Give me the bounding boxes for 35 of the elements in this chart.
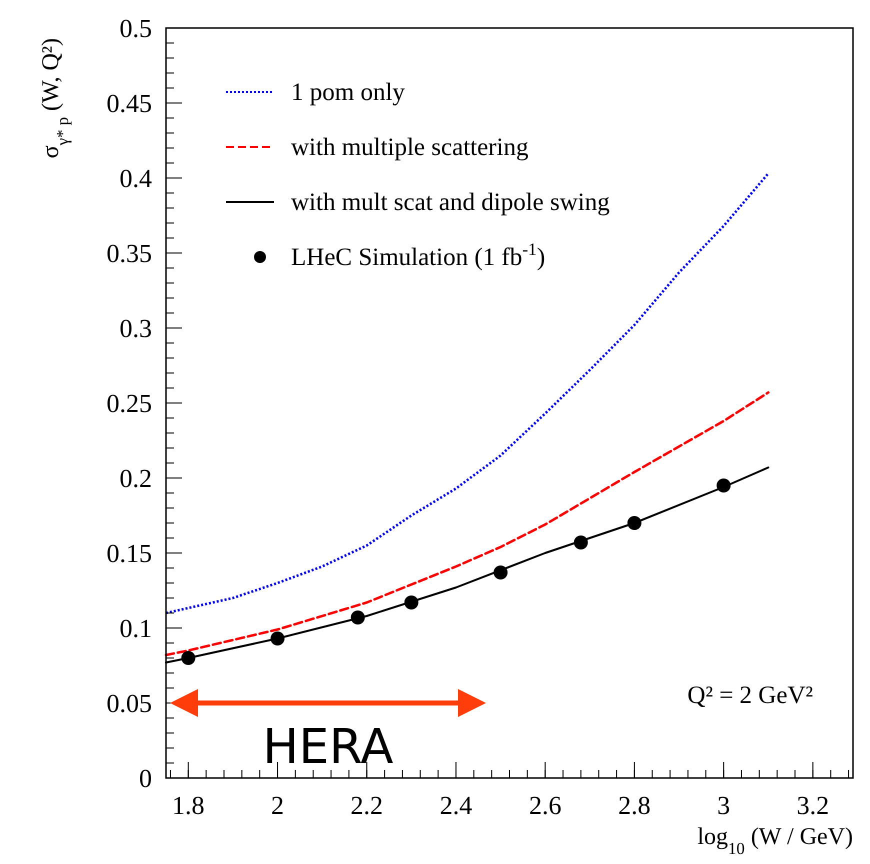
- point: [404, 596, 418, 610]
- y-tick-label: 0.45: [106, 89, 152, 118]
- y-tick-label: 0.3: [120, 314, 152, 343]
- y-tick-label: 0.5: [120, 14, 152, 43]
- x-tick-label: 2.2: [350, 791, 383, 820]
- y-tick-label: 0.2: [120, 464, 152, 493]
- y-tick-label: 0.35: [106, 239, 152, 268]
- x-tick-label: 3.2: [796, 791, 830, 820]
- y-tick-label: 0.15: [106, 539, 152, 568]
- legend-label: 1 pom only: [291, 79, 406, 106]
- x-axis-title: log$_{10}$ (W / GeV): [697, 824, 853, 858]
- point: [494, 566, 508, 580]
- point: [627, 516, 642, 530]
- line-series: [164, 172, 770, 614]
- point: [350, 610, 365, 624]
- y-tick-label: 0: [139, 764, 152, 793]
- point: [181, 651, 196, 665]
- x-tick-label: 2.4: [440, 791, 472, 820]
- point: [270, 632, 285, 646]
- point: [574, 536, 588, 550]
- y-tick-label: 0.05: [106, 689, 152, 718]
- y-tick-label: 0.1: [120, 614, 152, 643]
- annotation: Q² = 2 GeV²: [687, 682, 813, 709]
- legend-label: LHeC Simulation (1 fb$^{-1}$): [291, 239, 546, 271]
- y-tick-label: 0.25: [106, 389, 152, 418]
- annotation: HERA: [262, 719, 394, 775]
- y-tick-label: 0.4: [120, 164, 152, 193]
- legend-label: with mult scat and dipole swing: [291, 189, 610, 216]
- point: [716, 478, 731, 492]
- x-tick-label: 3: [717, 791, 730, 820]
- x-tick-label: 2.6: [528, 791, 562, 820]
- legend-label: with multiple scattering: [291, 134, 529, 161]
- x-tick-label: 2.8: [618, 791, 651, 820]
- x-tick-label: 1.8: [172, 791, 205, 820]
- x-tick-label: 2: [271, 791, 284, 820]
